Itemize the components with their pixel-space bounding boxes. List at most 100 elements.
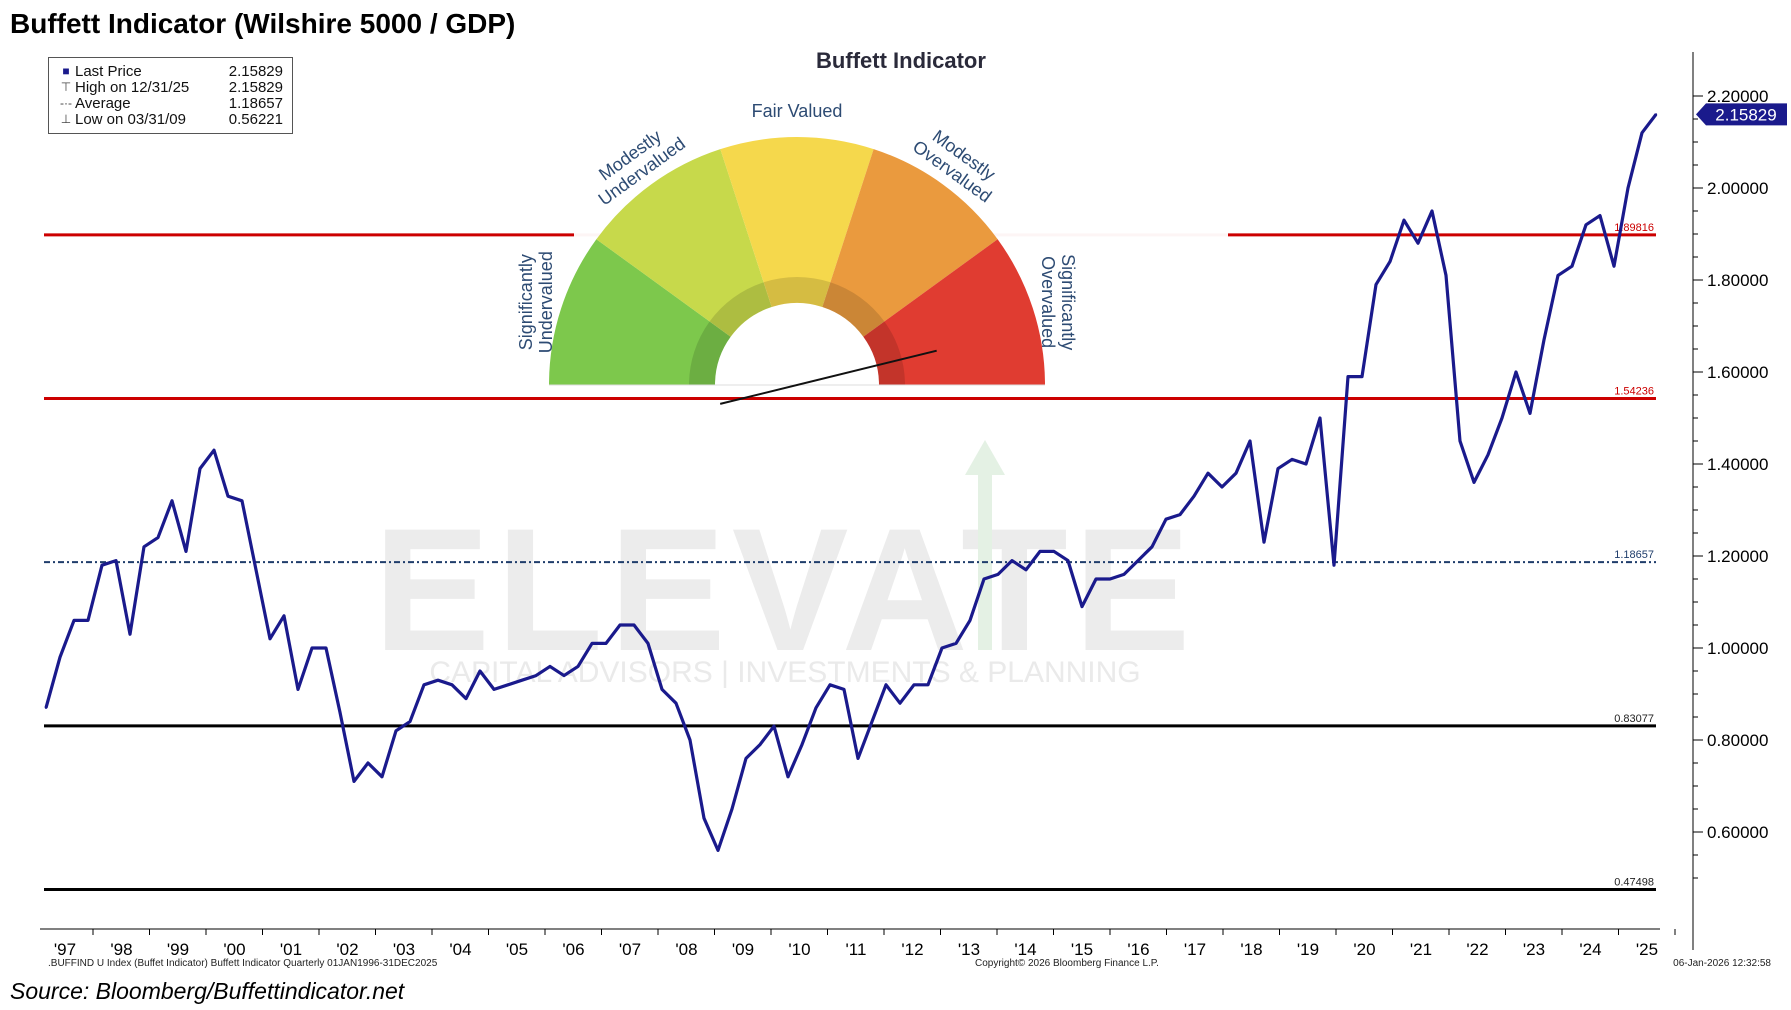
data-point <box>1598 214 1602 217</box>
data-point <box>1220 485 1224 489</box>
data-point <box>296 688 300 691</box>
data-point <box>58 656 62 659</box>
data-point <box>366 761 370 765</box>
legend-label: High on 12/31/25 <box>75 78 190 96</box>
data-point <box>800 743 804 746</box>
legend-row-low: ⊥ Low on 03/31/09 0.56221 <box>59 111 286 128</box>
x-tick-label: '13 <box>958 940 980 959</box>
data-point <box>324 646 328 650</box>
average-marker-icon: -·- <box>60 96 72 110</box>
y-tick-label: 1.60000 <box>1707 363 1768 382</box>
data-point <box>1304 462 1308 466</box>
gauge-label: Fair Valued <box>752 101 843 121</box>
x-tick-label: '97 <box>54 940 76 959</box>
data-point <box>72 619 76 622</box>
data-point <box>1542 338 1546 341</box>
legend-value: 2.15829 <box>228 78 283 96</box>
data-point <box>1458 439 1462 443</box>
watermark-main: ELEVATE <box>373 493 1196 688</box>
data-point <box>688 738 692 742</box>
gauge-needle <box>719 349 937 405</box>
x-tick-label: '09 <box>732 940 754 959</box>
data-point <box>282 614 286 617</box>
data-point <box>1402 219 1406 222</box>
gauge-segment <box>720 137 874 308</box>
reference-line-label: 1.18657 <box>1614 549 1654 561</box>
data-point <box>142 545 146 548</box>
data-point <box>422 683 426 686</box>
reference-line-label: 0.83077 <box>1614 713 1654 725</box>
data-point <box>184 550 188 553</box>
data-point <box>898 702 902 705</box>
gauge-inner-band <box>689 321 731 385</box>
data-point <box>1556 274 1560 277</box>
data-point <box>758 743 762 746</box>
legend-label: Last Price <box>75 62 142 80</box>
watermark-sub: CAPITAL ADVISORS | INVESTMENTS & PLANNIN… <box>429 656 1140 689</box>
gauge-title: Buffett Indicator <box>816 48 986 73</box>
data-point <box>478 669 482 673</box>
data-point <box>1612 265 1616 268</box>
data-point <box>968 619 972 622</box>
data-points <box>44 113 1658 852</box>
data-point <box>1150 545 1154 548</box>
data-point <box>1066 559 1070 562</box>
x-tick-label: '99 <box>167 940 189 959</box>
x-tick-label: '11 <box>846 940 867 959</box>
reference-line-label: 0.47498 <box>1614 877 1654 889</box>
legend-row-last-price: ■ Last Price 2.15829 <box>59 62 286 80</box>
x-tick-label: '02 <box>336 940 358 959</box>
data-point <box>310 646 314 650</box>
last-price-badge <box>1696 103 1787 126</box>
x-tick-label: '17 <box>1184 940 1206 959</box>
data-point <box>86 619 90 622</box>
data-point <box>744 757 748 760</box>
x-tick-label: '98 <box>110 940 132 959</box>
footer-center: Copyright© 2026 Bloomberg Finance L.P. <box>975 958 1159 969</box>
data-point <box>730 807 734 811</box>
data-point <box>380 775 384 778</box>
data-point <box>590 642 594 645</box>
y-tick-label: 1.40000 <box>1707 455 1768 474</box>
data-point <box>912 683 916 686</box>
data-point <box>352 780 356 783</box>
data-point <box>1332 564 1336 567</box>
gauge-label: SignificantlyOvervalued <box>1038 254 1078 350</box>
data-point <box>408 720 412 723</box>
reference-lines: 1.89816 1.54236 1.18657 0.83077 0.47498 <box>44 222 1656 892</box>
x-tick-label: '25 <box>1636 940 1658 959</box>
data-point <box>1430 209 1434 213</box>
x-tick-label: '05 <box>506 940 528 959</box>
legend-row-high: ⊤ High on 12/31/25 2.15829 <box>59 78 286 96</box>
gauge-inner-band <box>822 282 885 337</box>
data-point <box>856 757 860 760</box>
data-point <box>702 817 706 820</box>
data-point <box>170 499 174 502</box>
data-point <box>1570 265 1574 268</box>
data-point <box>268 637 272 640</box>
gauge-segment <box>822 149 998 337</box>
data-point <box>548 665 552 668</box>
legend-row-average: -·- Average 1.18657 <box>59 95 286 112</box>
x-tick-label: '18 <box>1240 940 1262 959</box>
data-point <box>338 711 342 714</box>
data-point <box>1318 416 1322 420</box>
page-title: Buffett Indicator (Wilshire 5000 / GDP) <box>10 8 516 39</box>
data-point <box>1178 513 1182 516</box>
data-point <box>240 499 244 502</box>
data-point <box>828 683 832 686</box>
data-point <box>534 674 538 677</box>
x-tick-label: '22 <box>1466 940 1488 959</box>
data-point <box>1584 223 1588 226</box>
x-tick-label: '04 <box>449 940 471 959</box>
gauge-inner-band <box>863 321 905 385</box>
watermark-arrow-icon <box>965 440 1005 650</box>
y-tick-label: 1.00000 <box>1707 639 1768 658</box>
data-point <box>1514 370 1518 374</box>
data-point <box>450 683 454 686</box>
x-tick-label: '03 <box>393 940 415 959</box>
data-point <box>1444 274 1448 277</box>
data-point <box>562 674 566 677</box>
footer-right: 06-Jan-2026 12:32:58 <box>1673 958 1771 969</box>
gauge-segment <box>863 239 1045 385</box>
